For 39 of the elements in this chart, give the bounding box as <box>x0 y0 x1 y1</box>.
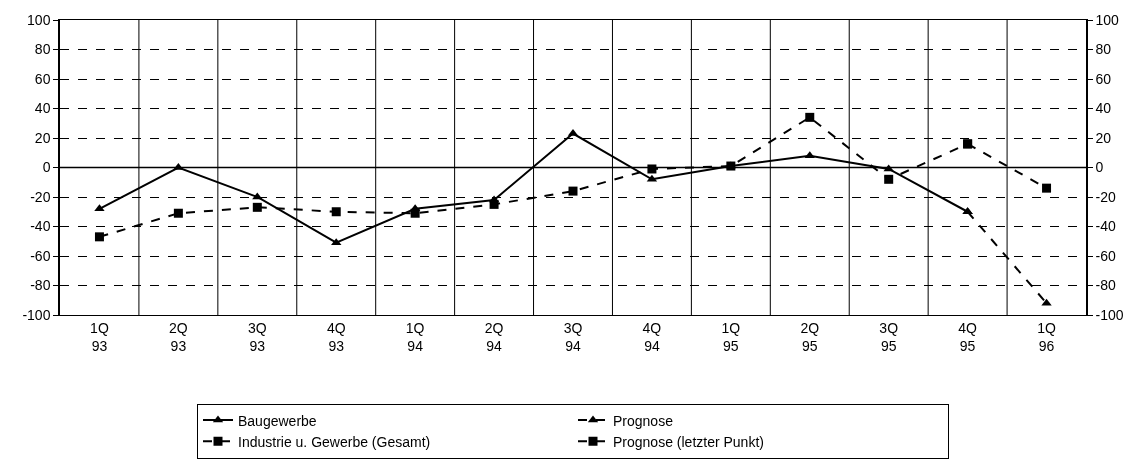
y-tick-label: -80 <box>30 277 51 294</box>
x-tick-label: 4Q 93 <box>326 319 346 354</box>
x-tick-label: 3Q 94 <box>563 319 583 354</box>
y2-tick-label: -80 <box>1095 277 1116 294</box>
x-tick-label: 3Q 95 <box>879 319 899 354</box>
y2-tick-label: -100 <box>1095 306 1124 323</box>
x-tick-label: 3Q 93 <box>247 319 267 354</box>
y2-tick-label: 0 <box>1095 159 1104 176</box>
x-tick-label: 2Q 95 <box>800 319 820 354</box>
legend-label: Prognose (letzter Punkt) <box>613 433 764 450</box>
y-tick-label: -60 <box>30 247 51 264</box>
y2-tick-label: 100 <box>1095 11 1120 28</box>
y2-tick-label: -20 <box>1095 188 1116 205</box>
y2-tick-label: -40 <box>1095 218 1116 235</box>
y2-tick-label: 40 <box>1095 100 1112 117</box>
y-tick-label: 80 <box>34 41 51 58</box>
x-tick-label: 1Q 95 <box>721 319 741 354</box>
y-tick-label: -100 <box>22 306 51 323</box>
x-tick-label: 1Q 94 <box>405 319 425 354</box>
y-tick-label: -40 <box>30 218 51 235</box>
y-tick-label: 20 <box>34 129 51 146</box>
legend-label: Prognose <box>613 412 674 429</box>
y2-tick-label: 20 <box>1095 129 1112 146</box>
x-tick-label: 4Q 95 <box>958 319 978 354</box>
legend-label: Baugewerbe <box>238 412 317 429</box>
y-tick-label: -20 <box>30 188 51 205</box>
y-tick-label: 40 <box>34 100 51 117</box>
x-tick-label: 1Q 96 <box>1037 319 1056 354</box>
y2-tick-label: 80 <box>1095 41 1112 58</box>
y-tick-label: 0 <box>42 159 51 176</box>
x-tick-label: 2Q 93 <box>169 319 188 354</box>
x-tick-label: 4Q 94 <box>642 319 662 354</box>
legend-label: Industrie u. Gewerbe (Gesamt) <box>238 433 431 450</box>
x-tick-label: 2Q 94 <box>484 319 504 354</box>
y-tick-label: 60 <box>34 70 51 87</box>
y2-tick-label: 60 <box>1095 70 1112 87</box>
x-tick-label: 1Q 93 <box>90 319 109 354</box>
y2-tick-label: -60 <box>1095 247 1116 264</box>
y-tick-label: 100 <box>27 11 51 28</box>
